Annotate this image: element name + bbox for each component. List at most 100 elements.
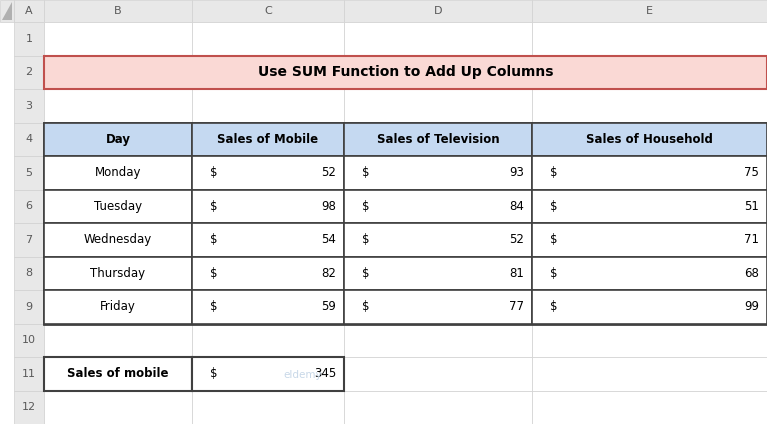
Bar [44, 290, 192, 324]
Text: E: E [646, 6, 653, 16]
Bar [344, 290, 532, 324]
Bar [532, 324, 767, 357]
Text: 54: 54 [321, 233, 336, 246]
Text: B: B [114, 6, 122, 16]
Bar [344, 0, 532, 22]
Bar [532, 156, 767, 190]
Text: D: D [434, 6, 443, 16]
Text: $: $ [362, 300, 370, 313]
Text: 1: 1 [25, 34, 32, 44]
Bar [14, 223, 44, 257]
Bar [192, 89, 344, 123]
Text: 82: 82 [321, 267, 336, 280]
Bar [44, 190, 192, 223]
Bar [192, 357, 344, 391]
Text: $: $ [362, 233, 370, 246]
Bar [14, 391, 44, 424]
Bar [344, 391, 532, 424]
Bar [532, 290, 767, 324]
Text: 9: 9 [25, 302, 32, 312]
Text: 84: 84 [509, 200, 524, 213]
Text: $: $ [210, 200, 218, 213]
Polygon shape [2, 2, 12, 20]
Bar [532, 123, 767, 156]
Bar [14, 324, 44, 357]
Text: 71: 71 [744, 233, 759, 246]
Text: 77: 77 [509, 300, 524, 313]
Text: $: $ [210, 267, 218, 280]
Text: Tuesday: Tuesday [94, 200, 142, 213]
Text: $: $ [550, 166, 558, 179]
Bar [44, 324, 192, 357]
Text: 99: 99 [744, 300, 759, 313]
Text: $: $ [362, 166, 370, 179]
Bar [14, 56, 44, 89]
Bar [14, 190, 44, 223]
Bar [44, 0, 192, 22]
Text: C: C [264, 6, 272, 16]
Bar [192, 257, 344, 290]
Bar [344, 22, 532, 56]
Bar [44, 123, 192, 156]
Bar [532, 89, 767, 123]
Text: Use SUM Function to Add Up Columns: Use SUM Function to Add Up Columns [258, 65, 553, 79]
Text: 2: 2 [25, 67, 32, 77]
Bar [14, 89, 44, 123]
Bar [14, 0, 44, 22]
Bar [14, 290, 44, 324]
Text: Thursday: Thursday [91, 267, 146, 280]
Bar [344, 123, 532, 156]
Text: $: $ [210, 233, 218, 246]
Text: 7: 7 [25, 235, 32, 245]
Bar [44, 223, 192, 257]
Bar [44, 257, 192, 290]
Bar [344, 324, 532, 357]
Text: 52: 52 [509, 233, 524, 246]
Bar [44, 290, 192, 324]
Bar [14, 257, 44, 290]
Text: 68: 68 [744, 267, 759, 280]
Text: 8: 8 [25, 268, 32, 278]
Bar [44, 22, 192, 56]
Bar [14, 357, 44, 391]
Bar [344, 89, 532, 123]
Text: $: $ [550, 267, 558, 280]
Bar [532, 391, 767, 424]
Bar [192, 290, 344, 324]
Bar [44, 123, 192, 156]
Bar [192, 223, 344, 257]
Bar [344, 257, 532, 290]
Bar [344, 56, 532, 89]
Bar [532, 223, 767, 257]
Bar [344, 156, 532, 190]
Bar [192, 156, 344, 190]
Bar [192, 190, 344, 223]
Bar [192, 156, 344, 190]
Text: 5: 5 [25, 168, 32, 178]
Bar [192, 290, 344, 324]
Bar [44, 56, 767, 89]
Text: $: $ [362, 200, 370, 213]
Bar [44, 56, 192, 89]
Bar [14, 123, 44, 156]
Bar [44, 357, 192, 391]
Bar [192, 223, 344, 257]
Bar [192, 190, 344, 223]
Text: 10: 10 [22, 335, 36, 345]
Bar [344, 223, 532, 257]
Text: 6: 6 [25, 201, 32, 211]
Bar [532, 190, 767, 223]
Text: Sales of Television: Sales of Television [377, 133, 499, 146]
Text: 52: 52 [321, 166, 336, 179]
Bar [344, 123, 532, 156]
Bar [44, 223, 192, 257]
Bar [532, 257, 767, 290]
Bar [0, 0, 14, 22]
Text: 81: 81 [509, 267, 524, 280]
Bar [44, 123, 767, 324]
Bar [532, 22, 767, 56]
Text: Sales of Household: Sales of Household [586, 133, 713, 146]
Text: 98: 98 [321, 200, 336, 213]
Bar [344, 290, 532, 324]
Text: 4: 4 [25, 134, 32, 144]
